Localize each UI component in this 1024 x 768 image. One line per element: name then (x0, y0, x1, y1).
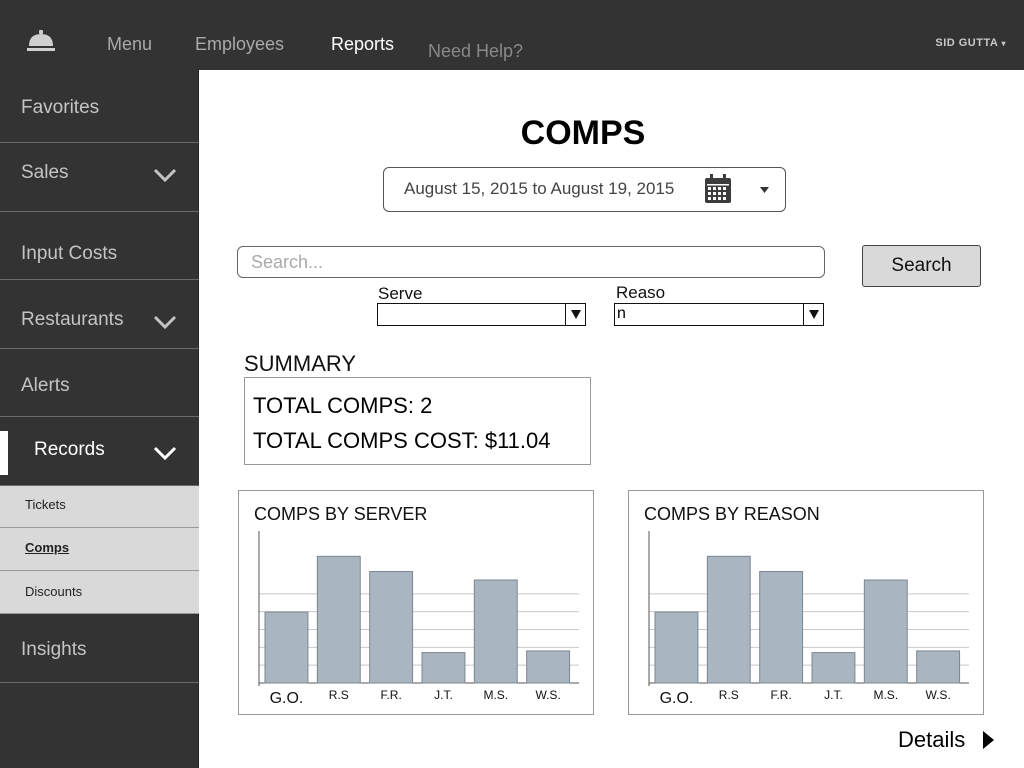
chevron-down-icon[interactable] (153, 167, 177, 183)
x-tick-label: M.S. (873, 688, 898, 702)
chart-plot: G.O. R.S F.R. J.T. M.S. W.S. (258, 531, 579, 707)
sidebar-item-insights[interactable]: Insights (0, 614, 199, 683)
x-tick-label: J.T. (824, 688, 843, 702)
x-tick-label: W.S. (535, 688, 560, 702)
nav-employees[interactable]: Employees (195, 34, 285, 54)
sidebar-subitem-comps[interactable]: Comps (0, 528, 199, 571)
active-indicator (0, 431, 8, 475)
chart-comps-by-server: COMPS BY SERVER G.O. R.S F.R. J.T. M.S. W.S. (238, 490, 594, 715)
x-tick-label: J.T. (434, 688, 453, 702)
user-menu[interactable]: SID GUTTA ▾ (935, 37, 1006, 49)
reason-select[interactable]: n (614, 303, 824, 326)
sidebar-item-label: Sales (21, 162, 69, 183)
date-range-text: August 15, 2015 to August 19, 2015 (404, 179, 675, 198)
sidebar-item-label: Alerts (21, 375, 70, 396)
bar-W.S. (526, 650, 571, 684)
sidebar-item-label: Insights (21, 639, 87, 660)
sidebar-item-input-costs[interactable]: Input Costs (0, 212, 199, 280)
play-arrow-icon[interactable] (982, 730, 995, 750)
sidebar-item-records[interactable]: Records (0, 417, 199, 486)
bar-W.S. (916, 650, 961, 684)
service-bell-icon[interactable] (26, 28, 56, 56)
summary-title: SUMMARY (244, 351, 357, 376)
sidebar-subitem-tickets[interactable]: Tickets (0, 486, 199, 528)
bar-F.R. (759, 571, 804, 684)
chevron-down-icon[interactable] (153, 314, 177, 330)
server-filter-label: Serve (378, 284, 423, 303)
reason-filter-label: Reaso (616, 283, 666, 302)
bar-F.R. (369, 571, 414, 684)
bar-J.T. (811, 652, 856, 684)
nav-reports[interactable]: Reports (331, 34, 395, 54)
top-navigation-bar: Menu Employees Reports Need Help? SID GU… (0, 0, 1024, 70)
summary-box: TOTAL COMPS: 2 TOTAL COMPS COST: $11.04 (244, 377, 591, 465)
x-tick-label: M.S. (483, 688, 508, 702)
user-caret-icon: ▾ (1001, 39, 1006, 48)
search-button[interactable]: Search (862, 245, 981, 287)
user-name: SID GUTTA (935, 37, 998, 49)
bar-R.S (316, 555, 361, 684)
chart-comps-by-reason: COMPS BY REASON G.O. R.S F.R. J.T. M.S. W.S. (628, 490, 984, 715)
x-tick-label: G.O. (270, 690, 304, 707)
chart-plot: G.O. R.S F.R. J.T. M.S. W.S. (648, 531, 969, 707)
sidebar-subitem-label: Discounts (25, 584, 83, 599)
bar-R.S (706, 555, 751, 684)
x-tick-label: F.R. (770, 688, 791, 702)
x-tick-label: R.S (329, 688, 349, 702)
sidebar-item-label: Favorites (21, 97, 100, 118)
sidebar-item-label: Records (34, 439, 105, 460)
x-tick-label: R.S (719, 688, 739, 702)
reason-select-value: n (617, 305, 626, 322)
sidebar-subitem-label: Comps (25, 540, 70, 555)
sidebar: Favorites Sales Input Costs Restaurants … (0, 70, 199, 768)
bar-G.O. (654, 611, 699, 684)
sidebar-subitem-discounts[interactable]: Discounts (0, 571, 199, 614)
chevron-down-icon[interactable] (153, 445, 177, 461)
search-input[interactable] (237, 246, 825, 278)
triangle-down-icon (809, 310, 819, 319)
triangle-down-icon (571, 310, 581, 319)
sidebar-item-sales[interactable]: Sales (0, 143, 199, 212)
nav-need-help[interactable]: Need Help? (428, 41, 524, 61)
dropdown-caret-icon[interactable] (760, 187, 769, 193)
chart-title: COMPS BY REASON (644, 504, 820, 524)
total-comps: TOTAL COMPS: 2 (253, 393, 433, 418)
chart-title: COMPS BY SERVER (254, 504, 428, 524)
date-range-picker[interactable]: August 15, 2015 to August 19, 2015 (383, 167, 786, 212)
x-tick-label: F.R. (380, 688, 401, 702)
bar-M.S. (863, 579, 908, 684)
sidebar-item-label: Restaurants (21, 309, 124, 330)
sidebar-item-label: Input Costs (21, 243, 118, 264)
calendar-icon[interactable] (704, 174, 732, 204)
bar-M.S. (473, 579, 518, 684)
sidebar-item-alerts[interactable]: Alerts (0, 349, 199, 417)
select-arrow[interactable] (565, 304, 585, 325)
sidebar-item-favorites[interactable]: Favorites (0, 70, 199, 143)
server-select[interactable] (377, 303, 586, 326)
sidebar-subitem-label: Tickets (25, 497, 66, 512)
x-tick-label: G.O. (660, 690, 694, 707)
page-title: COMPS (520, 114, 646, 152)
sidebar-item-restaurants[interactable]: Restaurants (0, 280, 199, 349)
bar-G.O. (264, 611, 309, 684)
select-arrow[interactable] (803, 304, 823, 325)
bar-J.T. (421, 652, 466, 684)
nav-menu[interactable]: Menu (107, 34, 153, 54)
total-comps-cost: TOTAL COMPS COST: $11.04 (253, 428, 551, 453)
details-link[interactable]: Details (898, 727, 966, 752)
x-tick-label: W.S. (925, 688, 950, 702)
